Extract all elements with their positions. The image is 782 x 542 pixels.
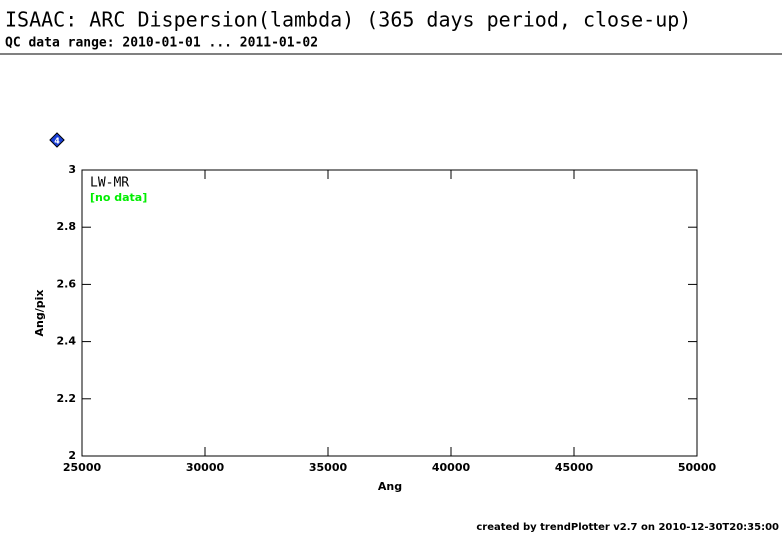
x-tick-label: 45000 — [555, 461, 594, 474]
chart-title: ISAAC: ARC Dispersion(lambda) (365 days … — [5, 8, 691, 32]
x-tick-label: 30000 — [186, 461, 225, 474]
badge-label: 4 — [54, 137, 60, 146]
x-tick-label: 50000 — [678, 461, 717, 474]
y-tick-label: 3 — [68, 163, 76, 176]
y-tick-label: 2.6 — [57, 277, 77, 290]
x-axis-label: Ang — [378, 480, 402, 493]
y-tick-label: 2 — [68, 449, 76, 462]
y-tick-label: 2.4 — [57, 335, 77, 348]
x-tick-label: 40000 — [432, 461, 471, 474]
no-data-note: [no data] — [90, 191, 147, 204]
y-axis-label: Ang/pix — [33, 290, 46, 337]
x-tick-label: 25000 — [63, 461, 102, 474]
x-tick-label: 35000 — [309, 461, 348, 474]
footer: created by trendPlotter v2.7 on 2010-12-… — [476, 522, 779, 533]
y-tick-label: 2.2 — [57, 392, 77, 405]
panel-label: LW-MR — [90, 176, 129, 191]
badge-icon — [49, 132, 65, 148]
chart-subtitle: QC data range: 2010-01-01 ... 2011-01-02 — [5, 36, 318, 51]
y-tick-label: 2.8 — [57, 220, 77, 233]
plot-frame — [81, 169, 698, 457]
